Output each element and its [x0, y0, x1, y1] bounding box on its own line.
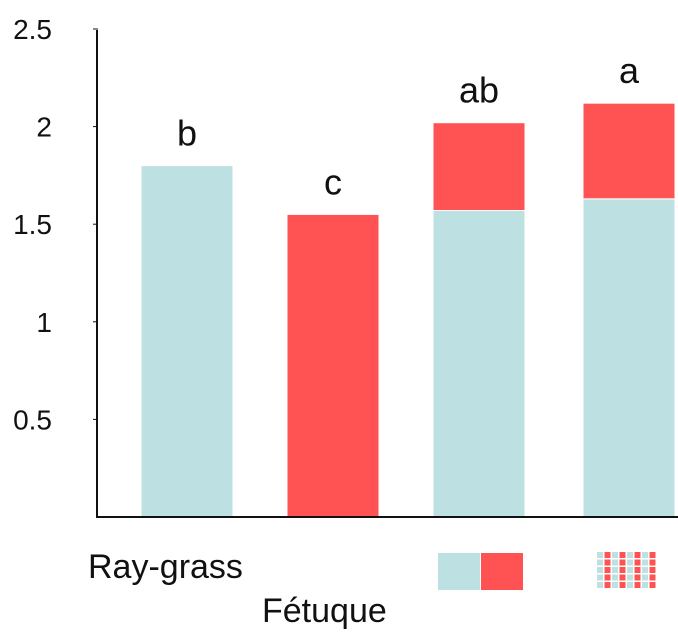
- bars-group: [140, 102, 676, 518]
- pattern-cell: [619, 567, 626, 573]
- significance-letter: a: [619, 50, 640, 91]
- legend-label-fetuque: Fétuque: [262, 592, 387, 630]
- significance-letter: b: [177, 113, 197, 154]
- pattern-cell: [597, 582, 603, 588]
- pattern-cell: [642, 582, 648, 588]
- pattern-cell: [649, 574, 656, 581]
- bar-segment-fetuque: [286, 213, 380, 518]
- y-tick-labels-group: 0.5 1 1.5 2 2.5: [13, 14, 98, 435]
- pattern-cell: [642, 567, 648, 573]
- pattern-cell: [619, 574, 626, 581]
- bar-segment-fetuque: [432, 122, 526, 212]
- pattern-cell: [649, 582, 656, 588]
- pattern-cell: [634, 552, 641, 558]
- bar-segment-raygrass: [582, 198, 676, 518]
- y-tick-label: 2.5: [13, 14, 52, 45]
- pattern-cell: [642, 552, 648, 558]
- significance-letter: ab: [459, 70, 499, 111]
- pattern-cell: [634, 582, 641, 588]
- significance-letter: c: [324, 161, 342, 202]
- pattern-cell: [612, 567, 618, 573]
- pattern-cell: [649, 559, 656, 566]
- pattern-cell: [597, 552, 603, 558]
- pattern-cell: [619, 559, 626, 566]
- y-tick-label: 1.5: [13, 209, 52, 240]
- pattern-cell: [627, 574, 633, 581]
- pattern-cell: [597, 567, 603, 573]
- pattern-cell: [619, 552, 626, 558]
- pattern-cell: [612, 574, 618, 581]
- pattern-cell: [604, 559, 611, 566]
- pattern-cell: [649, 567, 656, 573]
- legend-swatch-fetuque: [481, 553, 523, 590]
- pattern-cell: [612, 582, 618, 588]
- pattern-cell: [627, 559, 633, 566]
- bar-segment-fetuque: [582, 102, 676, 200]
- pattern-cell: [634, 574, 641, 581]
- pattern-cell: [642, 559, 648, 566]
- pattern-cell: [619, 582, 626, 588]
- bar-segment-raygrass: [432, 210, 526, 518]
- pattern-cell: [604, 582, 611, 588]
- pattern-cell: [627, 582, 633, 588]
- pattern-cell: [627, 567, 633, 573]
- pattern-cell: [597, 559, 603, 566]
- pattern-cell: [612, 552, 618, 558]
- pattern-cell: [597, 574, 603, 581]
- y-tick-label: 0.5: [13, 404, 52, 435]
- y-tick-label: 2: [36, 112, 52, 143]
- pattern-cell: [604, 574, 611, 581]
- y-tick-label: 1: [36, 307, 52, 338]
- pattern-cell: [612, 559, 618, 566]
- legend-swatch-mixed-pattern: [597, 552, 656, 588]
- pattern-cell: [634, 567, 641, 573]
- significance-letters-group: b c ab a: [177, 50, 640, 202]
- pattern-cell: [627, 552, 633, 558]
- bar-segment-raygrass: [140, 165, 234, 518]
- pattern-cell: [634, 559, 641, 566]
- legend-swatch-raygrass: [438, 553, 480, 590]
- pattern-cell: [642, 574, 648, 581]
- legend-label-raygrass: Ray-grass: [88, 548, 243, 586]
- pattern-cell: [649, 552, 656, 558]
- pattern-cell: [604, 567, 611, 573]
- pattern-cell: [604, 552, 611, 558]
